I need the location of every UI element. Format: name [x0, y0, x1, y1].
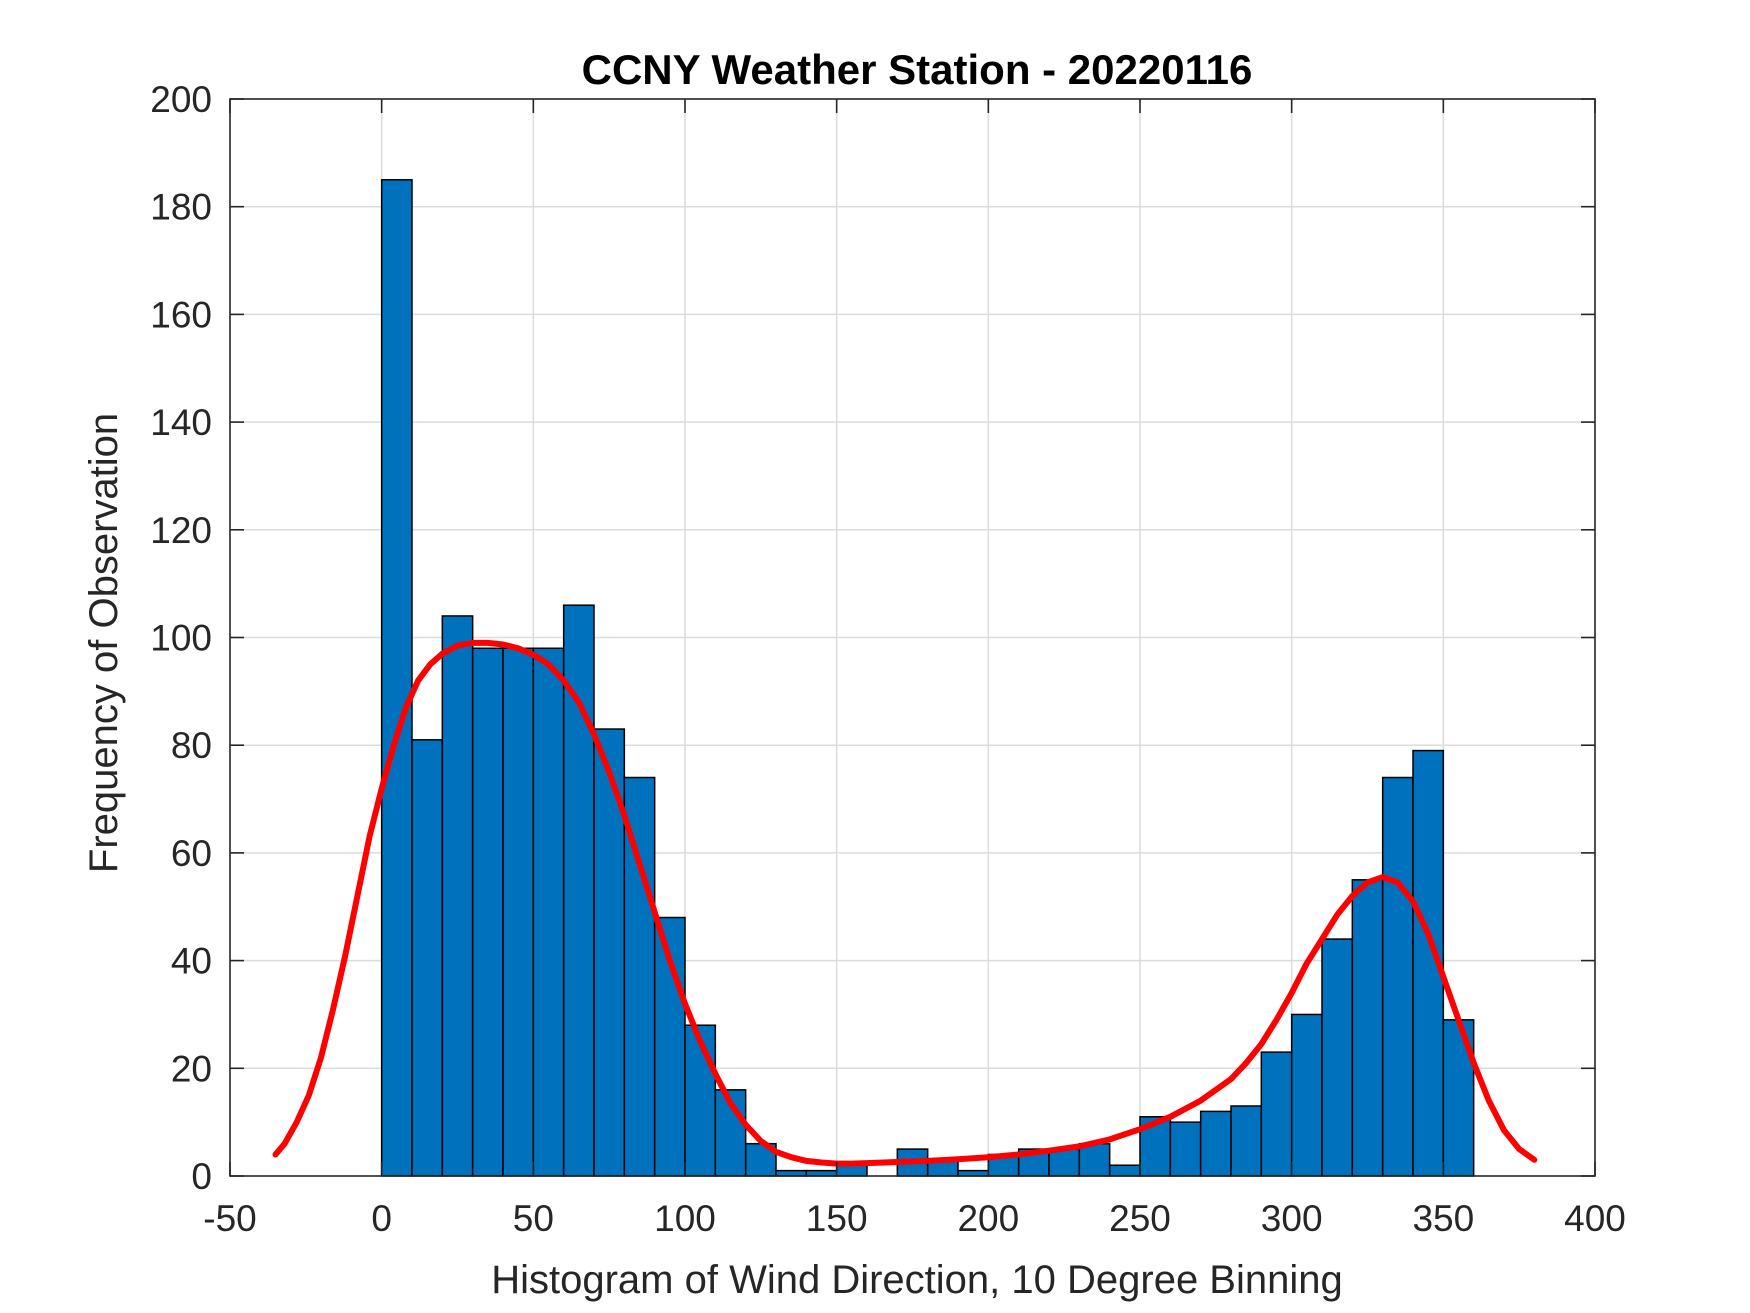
axis-ticks [229, 98, 1596, 1177]
histogram-bar [532, 647, 565, 1177]
x-tick-labels: -50 0 50 100 150 200 250 300 350 400 [203, 1198, 1626, 1239]
x-tick-label: 300 [1261, 1198, 1323, 1239]
histogram-bar [1230, 1105, 1263, 1177]
histogram-bar [441, 615, 474, 1177]
histogram-bar [380, 179, 413, 1177]
histogram-bar [1199, 1110, 1232, 1177]
histogram-bar [957, 1169, 990, 1177]
histogram-bar [411, 739, 444, 1177]
histogram-bar [1169, 1121, 1202, 1177]
histogram-bar [623, 776, 656, 1177]
x-tick-label: 350 [1412, 1198, 1474, 1239]
histogram-bar [502, 647, 535, 1177]
histogram-bar [471, 647, 504, 1177]
histogram-bar [775, 1169, 808, 1177]
x-tick-label: 400 [1564, 1198, 1626, 1239]
y-tick-label: 0 [191, 1156, 212, 1197]
histogram-bar [1321, 938, 1354, 1177]
histogram-bar [805, 1169, 838, 1177]
x-tick-label: 150 [806, 1198, 868, 1239]
y-tick-labels: 0 20 40 60 80 100 120 140 160 180 200 [150, 79, 212, 1197]
y-tick-label: 180 [150, 187, 212, 228]
fit-curve-layer [272, 639, 1538, 1167]
histogram-bar [1048, 1148, 1081, 1177]
y-tick-label: 80 [171, 725, 212, 766]
y-axis-label: Frequency of Observation [82, 413, 126, 873]
y-tick-label: 140 [150, 402, 212, 443]
histogram-bar [1381, 776, 1414, 1177]
x-tick-label: 0 [371, 1198, 392, 1239]
x-tick-label: 100 [654, 1198, 716, 1239]
histogram-bar [1290, 1013, 1323, 1177]
y-tick-label: 60 [171, 833, 212, 874]
y-tick-label: 100 [150, 618, 212, 659]
x-tick-label: 250 [1109, 1198, 1171, 1239]
chart-title: CCNY Weather Station - 20220116 [582, 46, 1253, 93]
histogram-bar [835, 1164, 868, 1177]
x-tick-label: -50 [203, 1198, 256, 1239]
y-tick-label: 120 [150, 510, 212, 551]
x-tick-label: 200 [957, 1198, 1019, 1239]
x-axis-label: Histogram of Wind Direction, 10 Degree B… [491, 1258, 1343, 1302]
histogram-bar [1078, 1142, 1111, 1177]
x-tick-label: 50 [513, 1198, 554, 1239]
histogram-bar [1260, 1051, 1293, 1177]
y-tick-label: 40 [171, 941, 212, 982]
histogram-bar [1351, 879, 1384, 1177]
histogram-bars [380, 179, 1475, 1177]
y-tick-label: 160 [150, 294, 212, 335]
histogram-bar [1108, 1164, 1141, 1177]
fit-curve [272, 639, 1538, 1167]
y-tick-label: 20 [171, 1048, 212, 1089]
y-tick-label: 200 [150, 79, 212, 120]
